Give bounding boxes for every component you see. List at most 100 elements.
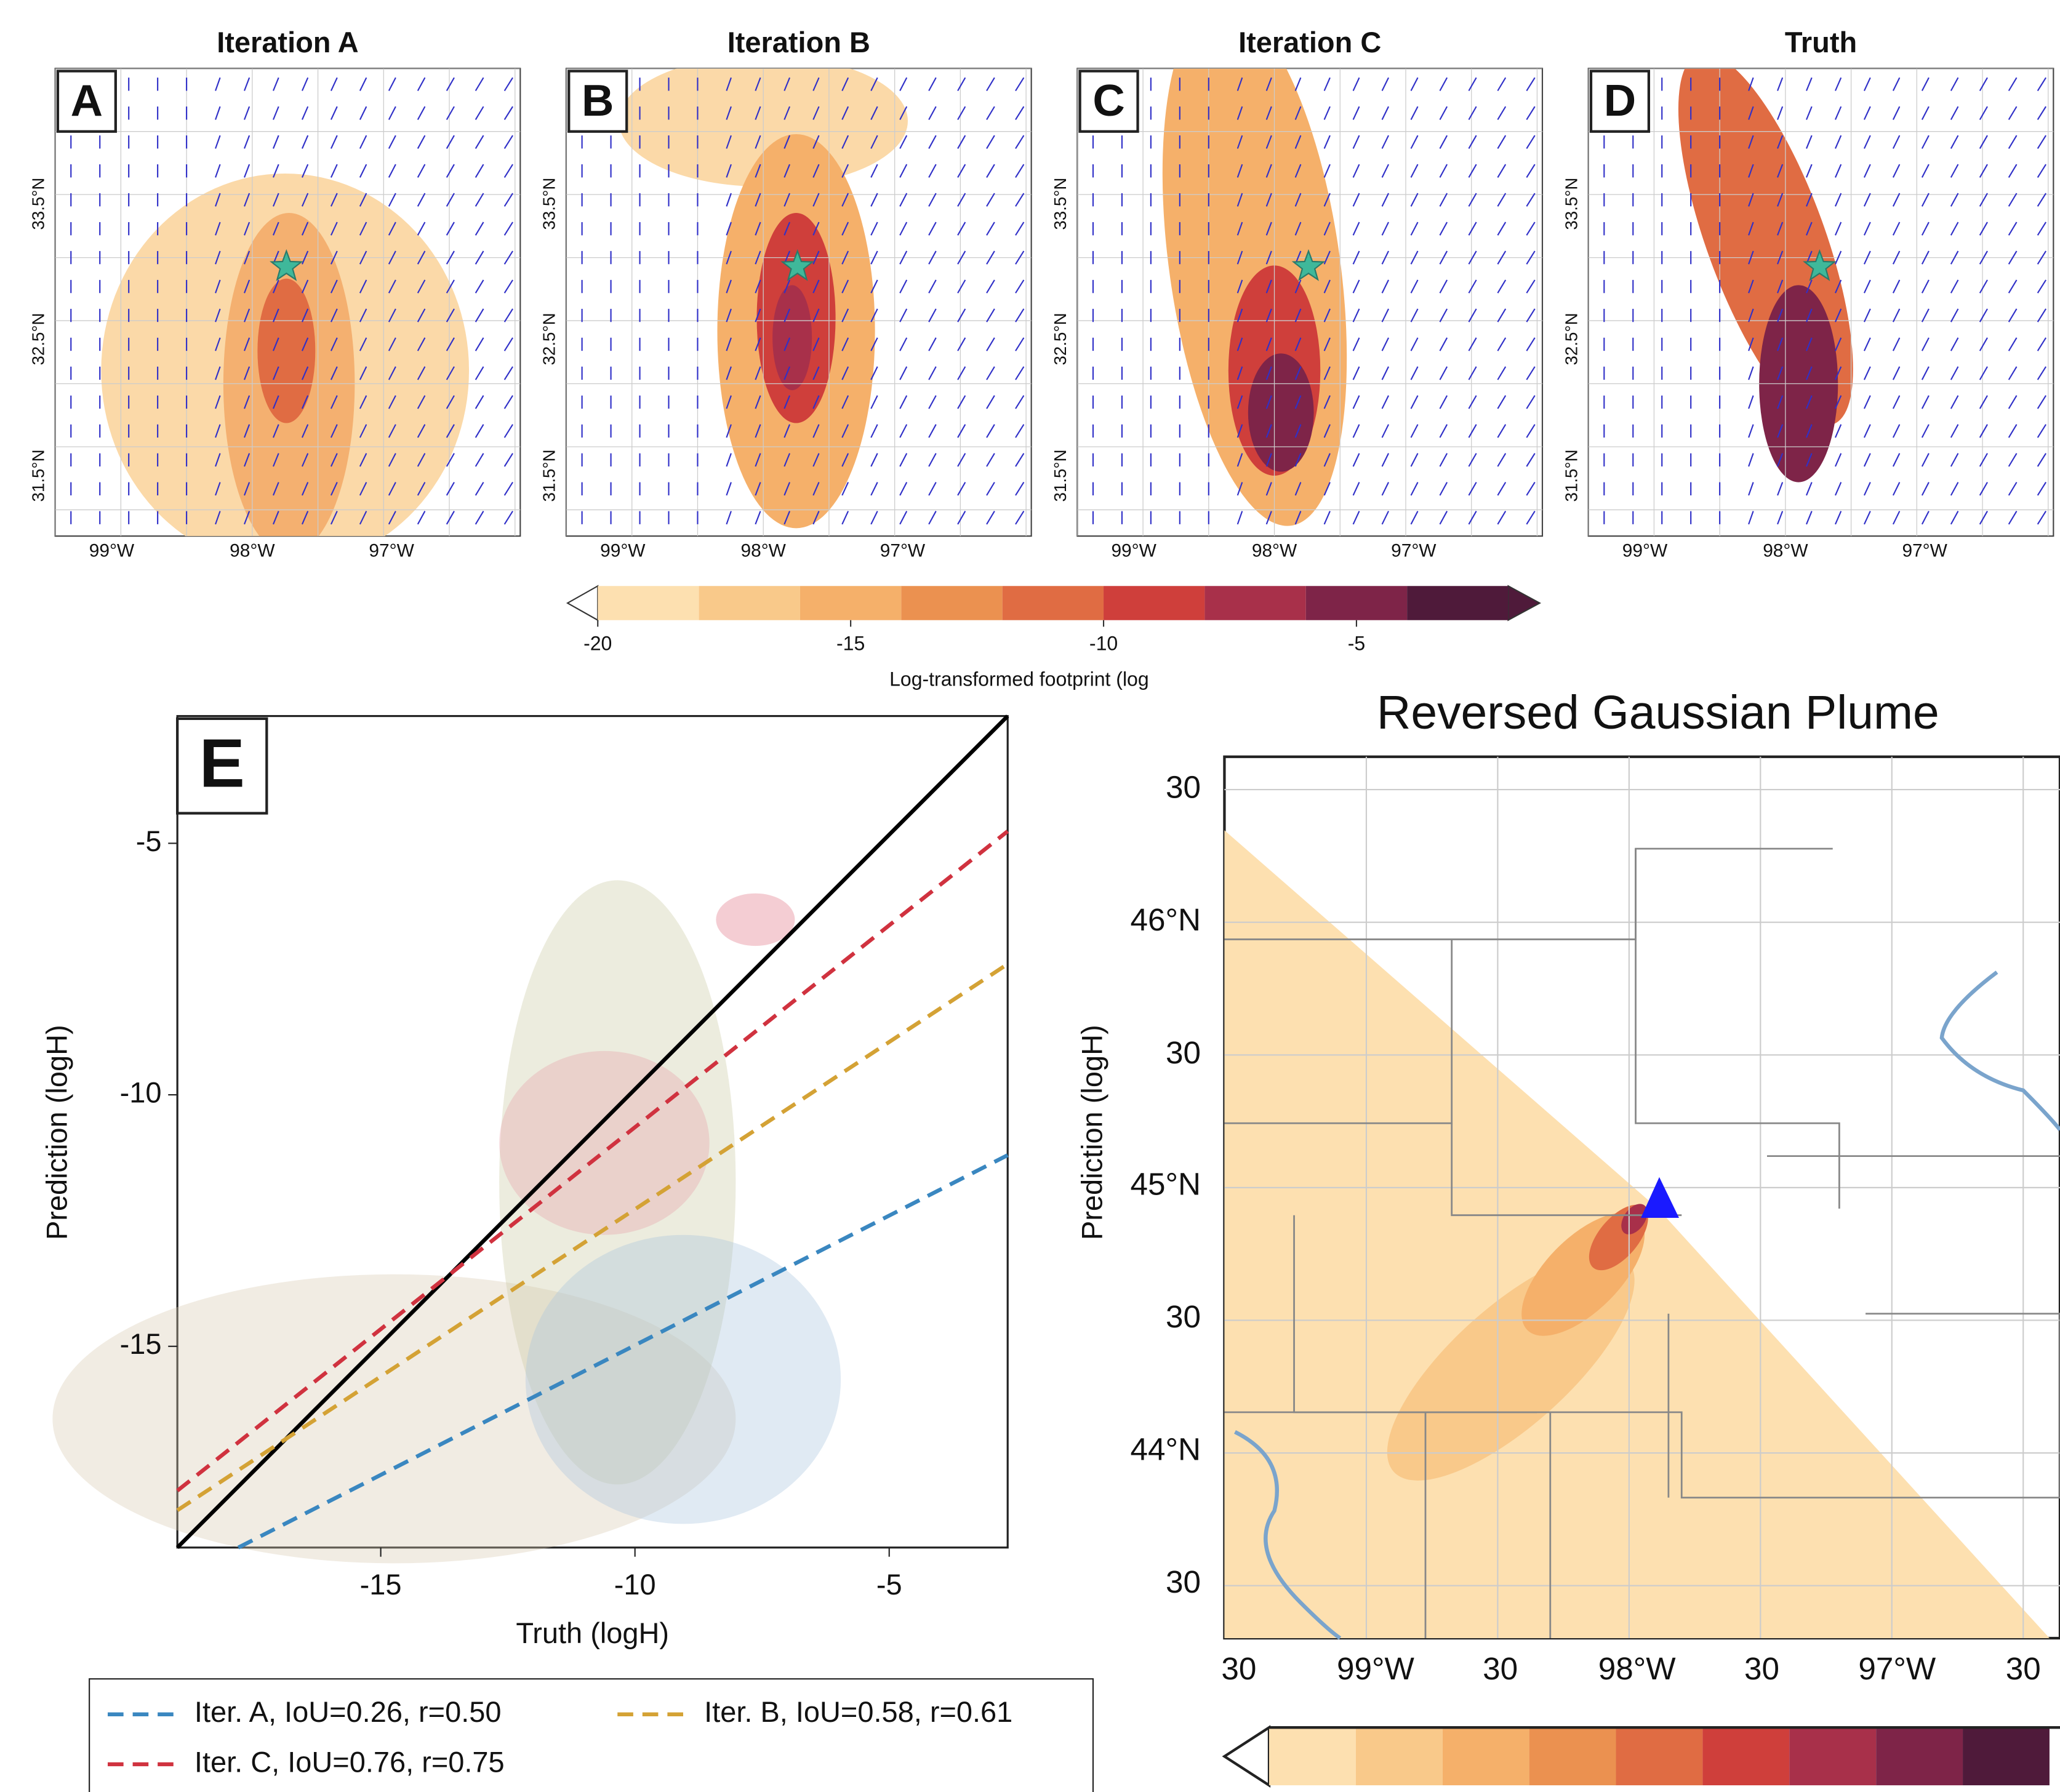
wind-arrow <box>1352 135 1360 149</box>
wind-arrow <box>1265 395 1272 409</box>
wind-arrow <box>841 77 849 91</box>
wind-arrow <box>870 453 878 467</box>
wind-arrow <box>1497 337 1507 351</box>
wind-arrow <box>388 222 396 236</box>
colorbar-tick-label: -15 <box>836 633 865 655</box>
wind-arrow <box>1950 511 1959 525</box>
wind-arrow <box>475 453 484 467</box>
wind-arrow <box>1777 222 1784 236</box>
wind-arrow <box>1323 395 1331 409</box>
lat-label: 32.5°N <box>28 313 47 365</box>
wind-arrow <box>1015 222 1025 236</box>
plume <box>257 278 316 423</box>
county-border <box>1635 849 1840 1209</box>
wind-arrow <box>1410 193 1419 207</box>
wind-arrow <box>475 482 484 496</box>
legend-label: Iter. B, IoU=0.58, r=0.61 <box>704 1695 1012 1728</box>
wind-arrow <box>503 106 513 121</box>
wind-arrow <box>1835 222 1842 236</box>
wind-arrow <box>726 424 732 438</box>
wind-arrow <box>1381 222 1389 236</box>
lon-label: 30 <box>2006 1651 2041 1686</box>
lon-label: 99°W <box>1111 541 1156 561</box>
wind-arrow <box>841 164 849 178</box>
lon-label: 97°W <box>880 541 926 561</box>
lat-label: 32.5°N <box>1051 313 1070 365</box>
wind-arrow <box>1835 77 1842 91</box>
wind-arrow <box>503 193 513 207</box>
wind-arrow <box>215 337 221 351</box>
wind-arrow <box>1497 366 1507 380</box>
wind-arrow <box>1381 366 1389 380</box>
wind-arrow <box>1950 135 1959 149</box>
wind-arrow <box>1892 250 1901 265</box>
wind-arrow <box>1439 482 1448 496</box>
wind-arrow <box>417 250 426 265</box>
wind-arrow <box>1526 77 1536 92</box>
colorbar-bin <box>1305 586 1408 620</box>
fit-line <box>176 962 1009 1512</box>
wind-arrow <box>870 337 878 351</box>
wind-arrow <box>215 482 221 496</box>
wind-arrow <box>870 482 878 496</box>
wind-arrow <box>1892 453 1901 467</box>
wind-arrow <box>1950 250 1959 265</box>
wind-arrow <box>1015 106 1025 121</box>
colorbar-bin <box>1876 1727 1963 1786</box>
wind-arrow <box>1381 164 1389 178</box>
wind-arrow <box>812 308 820 322</box>
wind-arrow <box>301 424 309 438</box>
wind-arrow <box>928 164 937 178</box>
wind-arrow <box>986 193 995 207</box>
wind-arrow <box>899 106 908 120</box>
wind-arrow <box>957 482 966 496</box>
wind-arrow <box>2008 453 2018 467</box>
wind-arrow <box>755 308 761 322</box>
wind-arrow <box>841 337 849 351</box>
panel-title: Iteration C <box>1238 26 1381 58</box>
wind-arrow <box>2037 250 2047 265</box>
map-panel: C Iteration C 33.5°N 32.5°N 31.5°N 99°W 98°W 97… <box>1051 26 1544 561</box>
wind-arrow <box>446 453 455 467</box>
wind-arrow <box>928 395 937 409</box>
wind-arrow <box>330 308 338 322</box>
wind-arrow <box>870 193 878 207</box>
wind-arrow <box>1410 106 1419 120</box>
wind-arrow <box>1892 279 1901 294</box>
wind-arrow <box>1497 135 1507 149</box>
wind-arrow <box>755 453 761 467</box>
wind-arrow <box>899 250 908 265</box>
wind-arrow <box>359 250 367 265</box>
wind-arrow <box>330 424 338 438</box>
wind-arrow <box>1777 193 1784 207</box>
wind-arrow <box>359 193 367 207</box>
wind-arrow <box>812 482 820 496</box>
wind-arrow <box>1352 77 1360 91</box>
wind-arrow <box>1748 193 1754 207</box>
wind-arrow <box>1015 453 1025 467</box>
wind-arrow <box>1381 308 1389 322</box>
wind-arrow <box>1381 511 1389 525</box>
wind-arrow <box>446 193 455 207</box>
wind-arrow <box>244 308 250 322</box>
wind-arrow <box>1236 482 1243 496</box>
wind-arrow <box>726 482 732 496</box>
wind-arrow <box>1950 337 1959 351</box>
wind-arrow <box>330 337 338 351</box>
wind-arrow <box>1835 308 1842 322</box>
wind-arrow <box>1265 308 1272 322</box>
lat-label: 46°N <box>1131 902 1201 937</box>
wind-arrow <box>1468 453 1477 467</box>
county-border <box>1224 1411 2060 1499</box>
wind-arrow <box>1468 250 1477 265</box>
lon-label: 98°W <box>1252 541 1297 561</box>
wind-arrow <box>215 77 221 91</box>
wind-arrow <box>1748 106 1754 120</box>
source-star <box>1803 249 1837 281</box>
wind-arrow <box>1439 366 1448 380</box>
wind-arrow <box>726 453 732 467</box>
wind-arrow <box>446 222 455 236</box>
wind-arrow <box>503 424 513 438</box>
x-tick-label: -15 <box>360 1568 402 1601</box>
